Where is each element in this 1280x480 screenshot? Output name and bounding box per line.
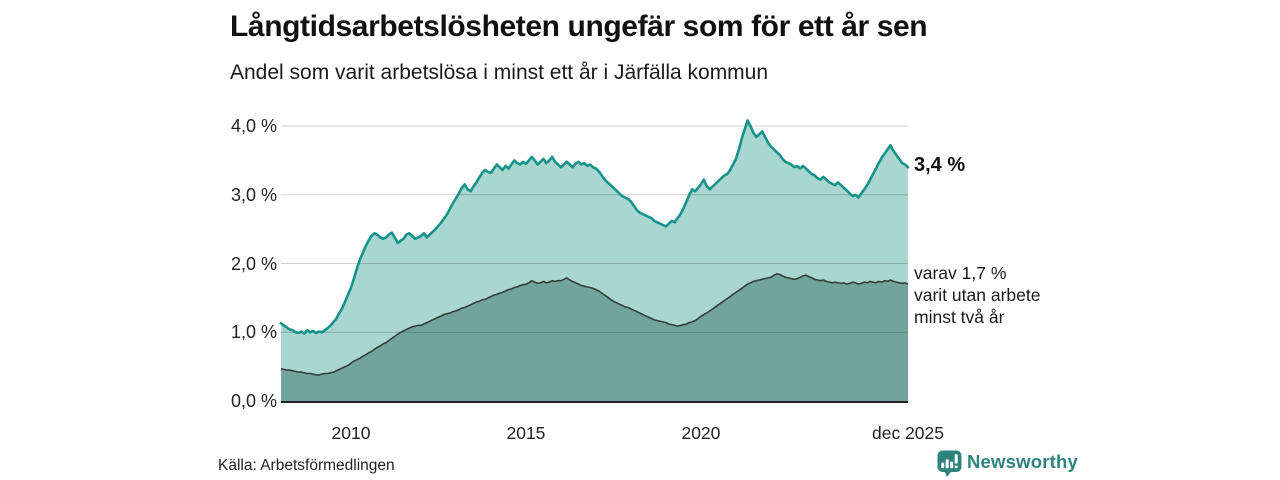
newsworthy-wordmark: Newsworthy	[967, 451, 1078, 472]
total-line	[279, 119, 910, 335]
secondary-line	[280, 273, 909, 376]
chart-subtitle: Andel som varit arbetslösa i minst ett å…	[230, 61, 769, 84]
y-axis-tick-label: 0,0 %	[230, 391, 277, 411]
x-axis-tick-label: dec 2025	[871, 423, 944, 443]
secondary-series-annotation: varav 1,7 % varit utan arbete minst två …	[914, 263, 1041, 327]
chart-title: Långtidsarbetslösheten ungefär som för e…	[230, 10, 928, 43]
x-axis-tick-label: 2020	[681, 423, 721, 443]
y-axis-tick-label: 1,0 %	[230, 322, 277, 343]
secondary-area	[281, 273, 908, 401]
y-axis-tick-label: 3,0 %	[230, 184, 277, 205]
x-axis-tick-label: 2015	[506, 423, 546, 443]
newsworthy-chart-bubble-icon	[937, 450, 962, 477]
y-axis-tick-label: 2,0 %	[230, 253, 277, 274]
y-axis-tick-label: 4,0 %	[230, 116, 277, 136]
newsworthy-logo: Newsworthy	[935, 448, 1280, 480]
total-series-value-label: 3,4 %	[914, 154, 966, 177]
x-axis-tick-label: 2010	[331, 423, 371, 443]
source-attribution: Källa: Arbetsförmedlingen	[218, 457, 395, 474]
